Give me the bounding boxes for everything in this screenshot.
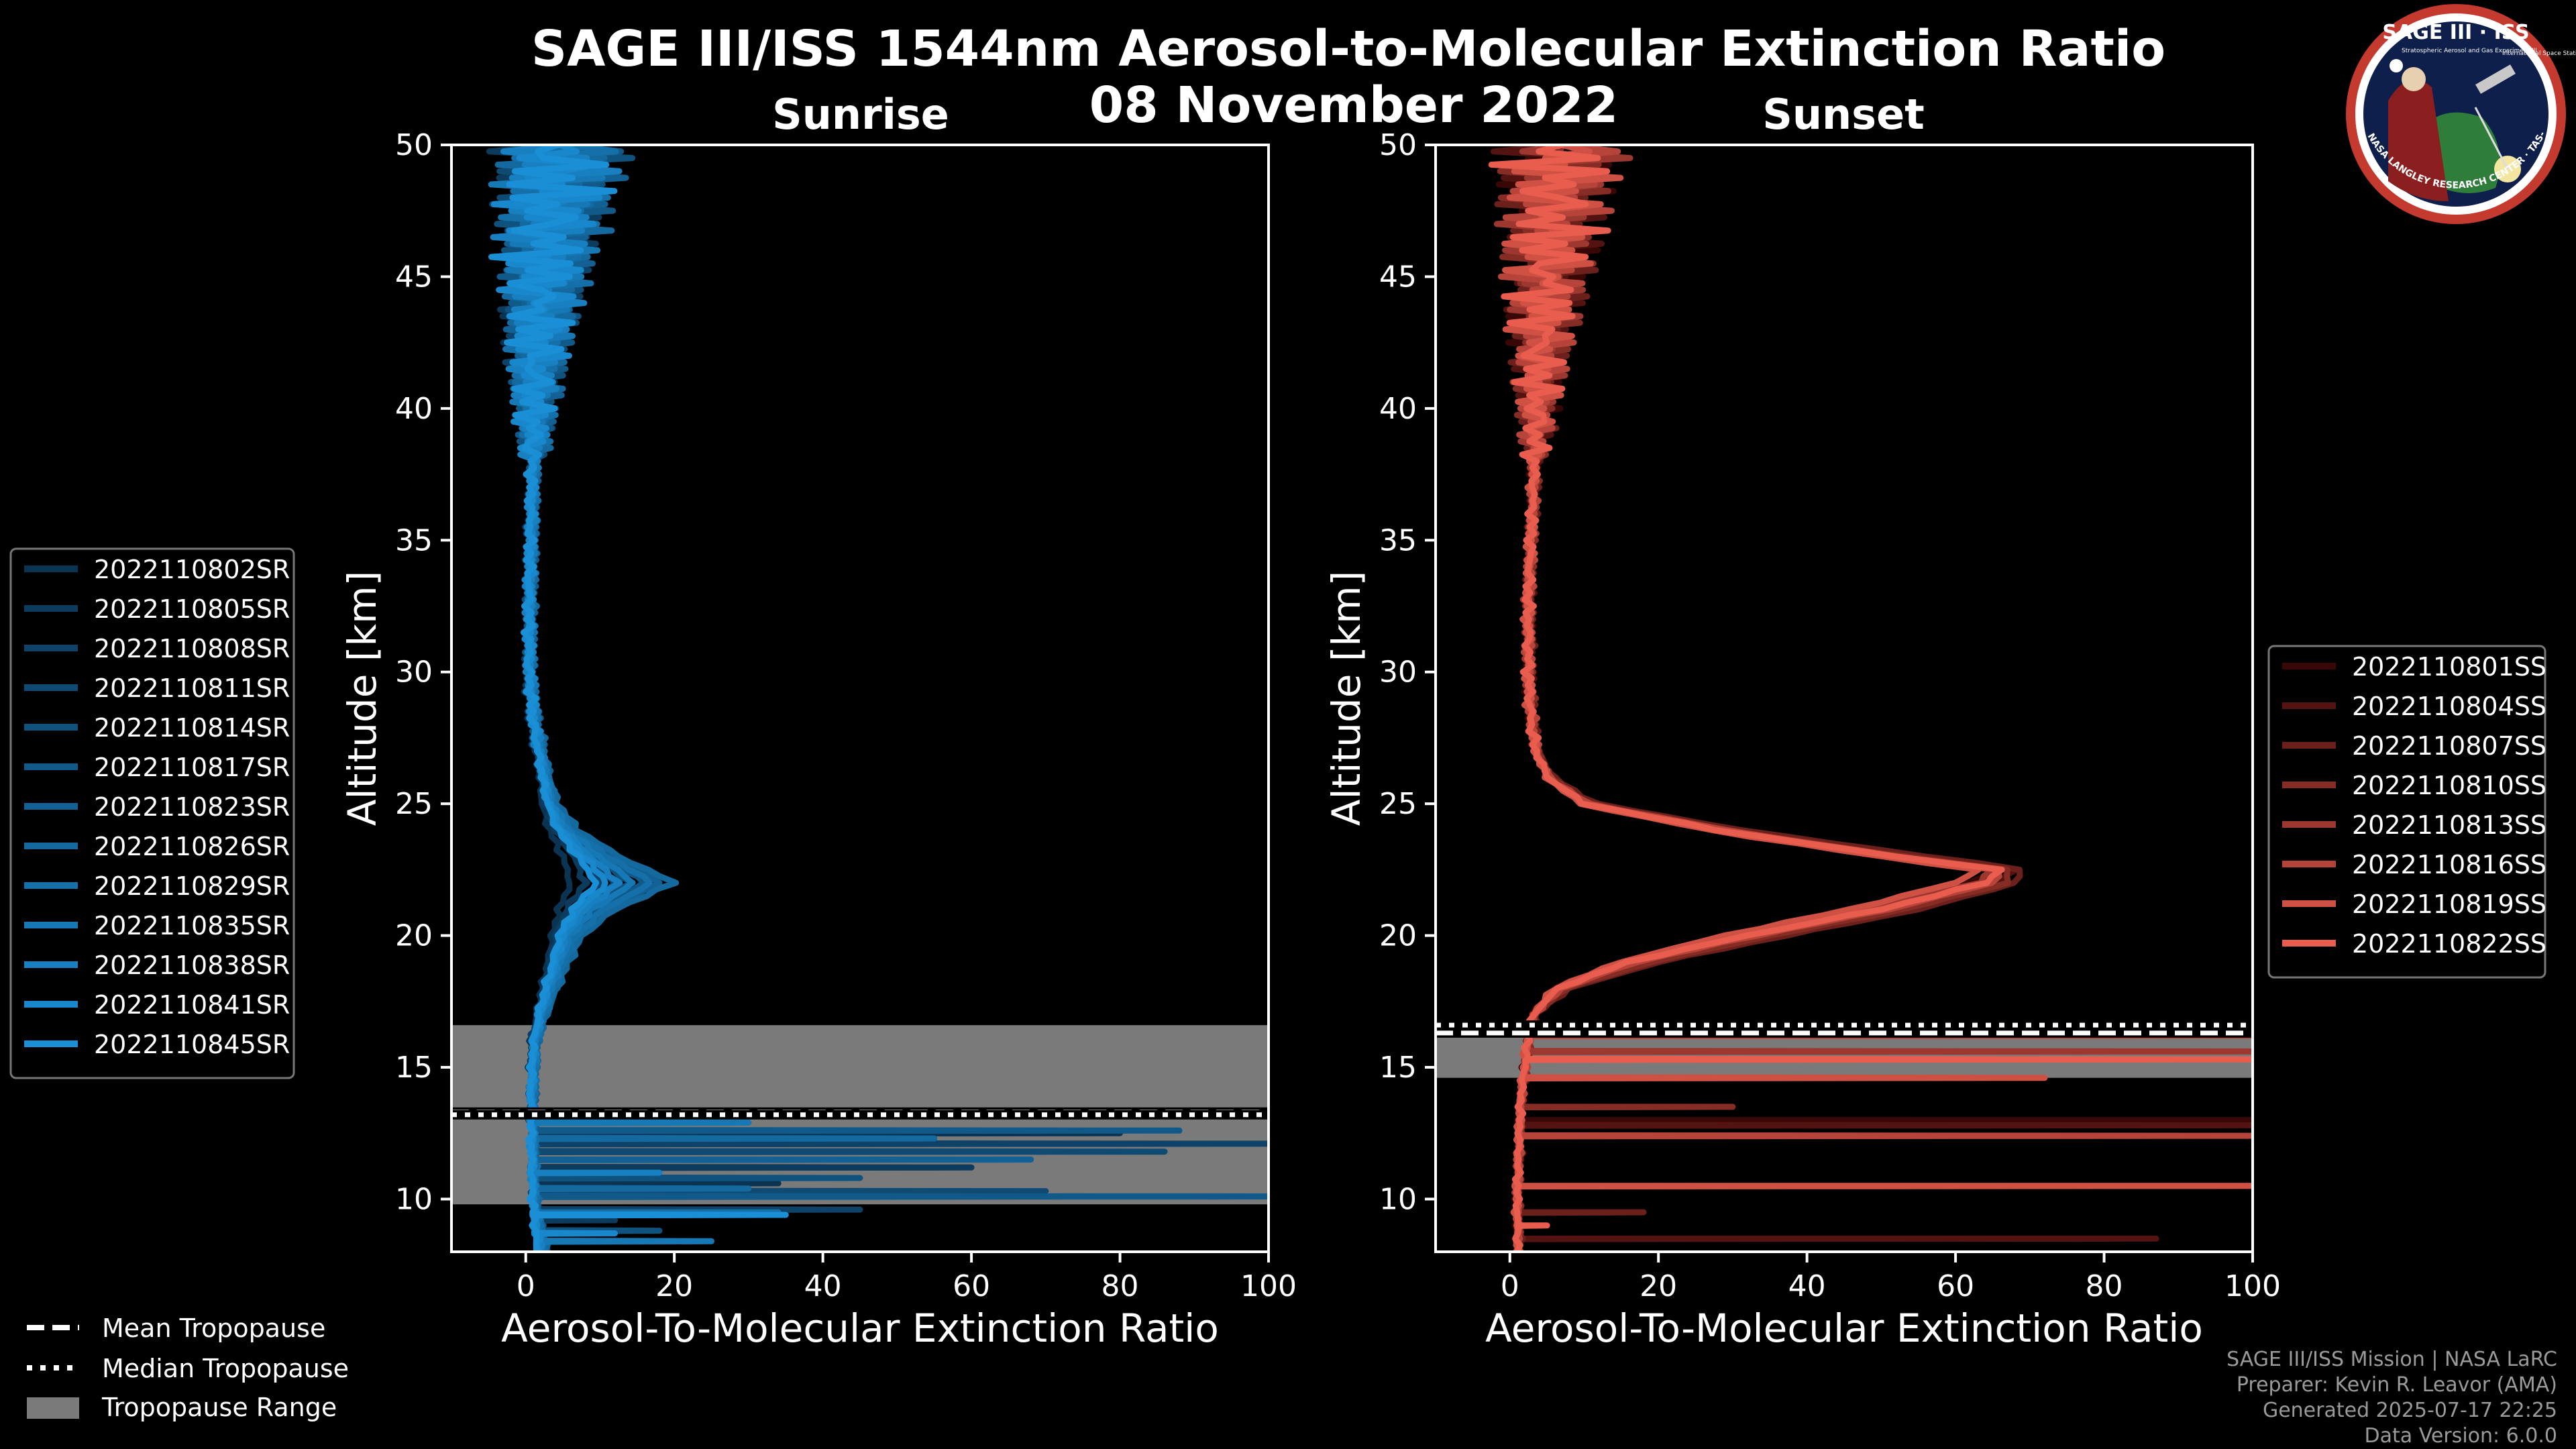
sunset-legend-label: 2022110810SS <box>2352 771 2546 800</box>
sunrise-panel-title: Sunrise <box>772 90 949 139</box>
sunrise-x-tick-label: 60 <box>953 1269 990 1303</box>
sunrise-y-tick-label: 45 <box>395 260 433 294</box>
sunrise-legend-label: 2022110817SR <box>94 753 290 782</box>
sunset-series-line-2022110822SS <box>1488 145 2253 1252</box>
sunset-panel: 0 20 40 60 80 100 10 15 20 25 30 35 40 45 50 Aerosol-… <box>1324 128 2281 1351</box>
mean-tropopause-label: Mean Tropopause <box>102 1313 325 1343</box>
credit-preparer: Preparer: Kevin R. Leavor (AMA) <box>2237 1373 2557 1397</box>
sunrise-legend-label: 2022110811SR <box>94 674 290 703</box>
sunrise-legend: 2022110802SR 2022110805SR 2022110808SR 2022… <box>9 547 295 1079</box>
credit-generated: Generated 2025-07-17 22:25 <box>2263 1399 2557 1422</box>
sunrise-legend-label: 2022110814SR <box>94 713 290 743</box>
sunrise-legend-label: 2022110845SR <box>94 1030 290 1059</box>
sunrise-x-ticks: 0 20 40 60 80 100 <box>517 1252 1297 1303</box>
sunset-legend-label: 2022110816SS <box>2352 850 2546 879</box>
sunrise-y-tick-label: 30 <box>395 655 433 690</box>
sunrise-legend-label: 2022110826SR <box>94 832 290 861</box>
sunset-legend-frame <box>2267 645 2546 979</box>
logo-moon-icon <box>2390 59 2403 72</box>
sunset-y-tick-label: 35 <box>1379 523 1417 557</box>
tropopause-range-label: Tropopause Range <box>101 1393 337 1422</box>
sunrise-y-tick-label: 25 <box>395 787 433 821</box>
tropopause-range-swatch <box>27 1397 79 1419</box>
sunset-x-tick-label: 40 <box>1788 1269 1826 1303</box>
sunset-legend-label: 2022110822SS <box>2352 929 2546 959</box>
sunset-x-tick-label: 80 <box>2086 1269 2123 1303</box>
sunrise-x-tick-label: 80 <box>1102 1269 1139 1303</box>
sunrise-legend-frame <box>9 547 295 1079</box>
sunset-y-axis-label: Altitude [km] <box>1324 571 1369 826</box>
sunrise-x-tick-label: 100 <box>1240 1269 1297 1303</box>
credit-mission: SAGE III/ISS Mission | NASA LaRC <box>2226 1348 2557 1371</box>
figure-date: 08 November 2022 <box>1089 76 1618 134</box>
sunrise-legend-label: 2022110802SR <box>94 555 290 584</box>
logo-beam-line <box>2474 107 2509 170</box>
sunset-legend: 2022110801SS 2022110804SS 2022110807SS 2022… <box>2267 645 2546 979</box>
sunrise-y-tick-label: 20 <box>395 919 433 953</box>
sunset-y-tick-label: 30 <box>1379 655 1417 690</box>
sunset-axes-frame <box>1434 144 2254 1253</box>
sunset-x-tick-label: 60 <box>1937 1269 1974 1303</box>
sunset-series-layer <box>1488 145 2253 1252</box>
logo-subtext-right: International Space Station <box>2502 50 2576 57</box>
sunrise-legend-label: 2022110808SR <box>94 634 290 663</box>
sunrise-x-tick-label: 40 <box>804 1269 842 1303</box>
sunrise-panel: 0 20 40 60 80 100 10 15 20 25 30 35 40 45 50 Aerosol-… <box>339 128 1297 1351</box>
credit-data-version: Data Version: 6.0.0 <box>2365 1424 2557 1448</box>
sunset-x-ticks: 0 20 40 60 80 100 <box>1501 1252 2281 1303</box>
sunrise-legend-label: 2022110823SR <box>94 792 290 822</box>
sunrise-y-tick-label: 10 <box>395 1182 433 1216</box>
sunrise-legend-label: 2022110805SR <box>94 594 290 624</box>
sunrise-legend-label: 2022110829SR <box>94 871 290 901</box>
sunrise-x-axis-label: Aerosol-To-Molecular Extinction Ratio <box>501 1305 1219 1351</box>
sunset-legend-label: 2022110819SS <box>2352 890 2546 919</box>
tropopause-legend: Mean Tropopause Median Tropopause Tropop… <box>27 1313 349 1422</box>
sunrise-legend-label: 2022110838SR <box>94 951 290 980</box>
sunrise-y-ticks: 10 15 20 25 30 35 40 45 50 <box>395 128 451 1216</box>
sunset-x-tick-label: 100 <box>2224 1269 2281 1303</box>
sunset-legend-label: 2022110807SS <box>2352 731 2546 761</box>
sunrise-series-line-2022110845SR <box>488 145 789 1252</box>
sunset-legend-label: 2022110804SS <box>2352 692 2546 721</box>
sunset-y-tick-label: 40 <box>1379 392 1417 426</box>
sunset-y-tick-label: 25 <box>1379 787 1417 821</box>
sunset-y-tick-label: 15 <box>1379 1051 1417 1085</box>
sunrise-y-tick-label: 35 <box>395 523 433 557</box>
sunset-y-ticks: 10 15 20 25 30 35 40 45 50 <box>1379 128 1436 1216</box>
logo-subtext-left: Stratospheric Aerosol and Gas Experiment… <box>2402 48 2537 54</box>
sunset-x-axis-label: Aerosol-To-Molecular Extinction Ratio <box>1485 1305 2203 1351</box>
sunset-y-tick-label: 45 <box>1379 260 1417 294</box>
sunset-panel-title: Sunset <box>1762 90 1925 139</box>
sunrise-y-tick-label: 15 <box>395 1051 433 1085</box>
sunrise-axes-frame <box>450 144 1270 1253</box>
sunrise-y-tick-label: 40 <box>395 392 433 426</box>
logo-iss-icon <box>2475 64 2516 94</box>
sunrise-tropopause-lines <box>451 1107 1269 1120</box>
sunset-y-tick-label: 10 <box>1379 1182 1417 1216</box>
credits-block: SAGE III/ISS Mission | NASA LaRC Prepare… <box>2226 1348 2557 1448</box>
sunrise-x-tick-label: 20 <box>655 1269 693 1303</box>
sunrise-series-layer <box>486 145 1269 1252</box>
sunset-legend-label: 2022110801SS <box>2352 652 2546 682</box>
sunset-x-tick-label: 0 <box>1501 1269 1519 1303</box>
median-tropopause-label: Median Tropopause <box>102 1354 349 1383</box>
sunrise-y-tick-label: 50 <box>395 128 433 162</box>
logo-figure-icon <box>2388 79 2449 201</box>
logo-label: SAGE III · ISS <box>2382 21 2529 44</box>
sunrise-legend-label: 2022110841SR <box>94 990 290 1020</box>
sunrise-y-axis-label: Altitude [km] <box>339 571 385 826</box>
sunset-x-tick-label: 20 <box>1640 1269 1677 1303</box>
sunset-y-tick-label: 20 <box>1379 919 1417 953</box>
sunrise-legend-label: 2022110835SR <box>94 911 290 941</box>
sunrise-x-tick-label: 0 <box>517 1269 535 1303</box>
sunset-legend-label: 2022110813SS <box>2352 810 2546 840</box>
logo-face-icon <box>2402 67 2426 91</box>
figure-title: SAGE III/ISS 1544nm Aerosol-to-Molecular… <box>531 20 2165 78</box>
sunset-tropopause-lines <box>1436 1020 2253 1038</box>
sunset-y-tick-label: 50 <box>1379 128 1417 162</box>
